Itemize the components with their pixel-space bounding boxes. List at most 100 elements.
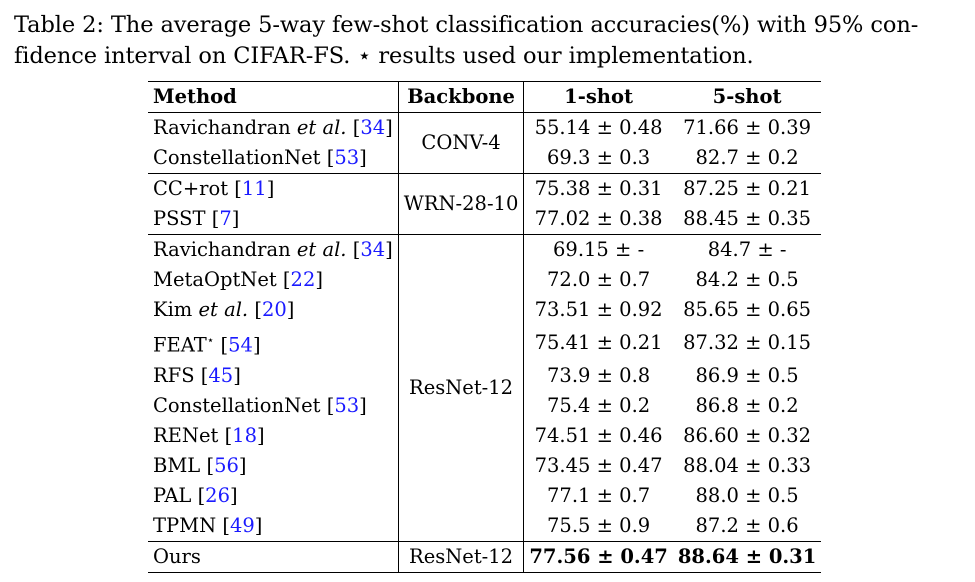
caption-line-2: fidence interval on CIFAR-FS. ⋆ results … <box>14 43 754 69</box>
table-row: Kim et al. [20] 73.51 ± 0.92 85.65 ± 0.65 <box>148 295 821 325</box>
backbone-cell: WRN-28-10 <box>398 173 525 235</box>
one-shot-value: 75.41 ± 0.21 <box>534 330 663 354</box>
citation-link[interactable]: 11 <box>241 177 267 200</box>
citation-link[interactable]: 20 <box>261 298 287 321</box>
one-shot-value: 75.4 ± 0.2 <box>547 393 651 417</box>
one-shot-value: 55.14 ± 0.48 <box>523 112 673 143</box>
one-shot-value: 74.51 ± 0.46 <box>534 423 663 447</box>
method-name: Ravichandran <box>153 238 297 261</box>
citation-link[interactable]: 56 <box>214 453 239 477</box>
table-row: Ravichandran et al. [34] CONV-4 55.14 ± 0.… <box>148 112 822 174</box>
table-row: BML [56] 73.45 ± 0.47 88.04 ± 0.33 <box>148 450 821 481</box>
citation-link[interactable]: 26 <box>205 483 230 507</box>
method-cell: RFS [45] <box>148 360 399 391</box>
header-method: Method <box>148 81 399 113</box>
one-shot-value: 75.5 ± 0.9 <box>547 513 651 537</box>
table-row: PSST [7] 77.02 ± 0.38 88.45 ± 0.35 <box>148 204 821 235</box>
table-row: FEAT⋆ [54] 75.41 ± 0.21 87.32 ± 0.15 <box>148 325 821 361</box>
method-name: FEAT <box>153 333 207 357</box>
table-row: TPMN [49] 75.5 ± 0.9 87.2 ± 0.6 <box>148 510 821 541</box>
method-cell: Ravichandran et al. [34] <box>148 234 399 265</box>
table-row: RFS [45] 73.9 ± 0.8 86.9 ± 0.5 <box>148 360 821 391</box>
table-caption: Table 2: The average 5-way few-shot clas… <box>14 10 964 72</box>
table-row: Ours ResNet-12 77.56 ± 0.47 88.64 ± 0.31 <box>148 540 822 573</box>
method-name: ConstellationNet <box>153 146 327 169</box>
five-shot-value: 88.64 ± 0.31 <box>672 540 822 573</box>
method-cell: ConstellationNet [53] <box>148 143 399 174</box>
method-cell: ConstellationNet [53] <box>148 390 399 421</box>
method-name: Ravichandran <box>153 116 297 139</box>
table-row: Ravichandran et al. [34] ResNet-12 69.15 ±… <box>148 234 822 541</box>
one-shot-value: 69.3 ± 0.3 <box>547 146 651 169</box>
table-row: ConstellationNet [53] 75.4 ± 0.2 86.8 ± 0.… <box>148 390 821 421</box>
method-cell: PSST [7] <box>148 204 399 235</box>
five-shot-value: 87.25 ± 0.21 <box>672 173 822 204</box>
method-name: RENet <box>153 423 225 447</box>
one-shot-value: 73.9 ± 0.8 <box>547 363 651 387</box>
five-shot-value: 86.8 ± 0.2 <box>695 393 799 417</box>
method-cell: CC+rot [11] <box>148 173 399 204</box>
table-row: ConstellationNet [53] 69.3 ± 0.3 82.7 ± 0.… <box>148 143 821 174</box>
method-cell: RENet [18] <box>148 420 399 451</box>
five-shot-value: 88.0 ± 0.5 <box>695 483 799 507</box>
backbone-cell: CONV-4 <box>398 112 525 174</box>
method-name-italic: et al. <box>198 298 249 321</box>
one-shot-value: 72.0 ± 0.7 <box>547 268 651 291</box>
five-shot-value: 88.04 ± 0.33 <box>683 453 812 477</box>
method-cell: TPMN [49] <box>148 510 399 541</box>
one-shot-value: 77.02 ± 0.38 <box>534 207 663 230</box>
method-cell: MetaOptNet [22] <box>148 265 399 295</box>
own-implementation-star: ⋆ <box>206 333 215 347</box>
method-name: BML <box>153 453 207 477</box>
one-shot-value: 75.38 ± 0.31 <box>523 173 673 204</box>
five-shot-value: 87.32 ± 0.15 <box>683 330 812 354</box>
method-cell: Ours <box>148 540 399 573</box>
method-name-italic: et al. <box>296 116 347 139</box>
five-shot-value: 87.2 ± 0.6 <box>695 513 799 537</box>
method-name: TPMN <box>153 513 223 537</box>
citation-link[interactable]: 34 <box>360 238 386 261</box>
citation-link[interactable]: 7 <box>219 207 232 230</box>
one-shot-value: 73.51 ± 0.92 <box>534 298 663 321</box>
method-name: ConstellationNet <box>153 393 327 417</box>
citation-link[interactable]: 49 <box>229 513 255 537</box>
five-shot-value: 82.7 ± 0.2 <box>695 146 799 169</box>
one-shot-value: 69.15 ± - <box>523 234 673 265</box>
table-row: MetaOptNet [22] 72.0 ± 0.7 84.2 ± 0.5 <box>148 265 821 295</box>
citation-link[interactable]: 53 <box>334 146 360 169</box>
method-name: PAL <box>153 483 198 507</box>
method-name: CC+rot <box>153 177 235 200</box>
table-row: CC+rot [11] WRN-28-10 75.38 ± 0.31 87.25 ± … <box>148 173 822 235</box>
one-shot-value: 73.45 ± 0.47 <box>534 453 663 477</box>
method-cell: BML [56] <box>148 450 399 481</box>
caption-line-1: Table 2: The average 5-way few-shot clas… <box>14 12 919 38</box>
one-shot-value: 77.56 ± 0.47 <box>523 540 673 573</box>
method-name: RFS <box>153 363 201 387</box>
five-shot-value: 84.7 ± - <box>672 234 822 265</box>
method-cell: Ravichandran et al. [34] <box>148 112 399 143</box>
method-cell: Kim et al. [20] <box>148 295 399 325</box>
citation-link[interactable]: 34 <box>360 116 386 139</box>
one-shot-value: 77.1 ± 0.7 <box>547 483 651 507</box>
table-row: PAL [26] 77.1 ± 0.7 88.0 ± 0.5 <box>148 480 821 511</box>
five-shot-value: 88.45 ± 0.35 <box>683 207 812 230</box>
citation-link[interactable]: 53 <box>334 393 360 417</box>
five-shot-value: 84.2 ± 0.5 <box>695 268 799 291</box>
method-name: MetaOptNet <box>153 268 283 291</box>
table-body: Ravichandran et al. [34] CONV-4 55.14 ± 0.… <box>148 112 822 573</box>
method-name: Kim <box>153 298 199 321</box>
citation-link[interactable]: 18 <box>232 423 257 447</box>
results-table: Method Backbone 1-shot 5-shot Ravichandr… <box>148 81 822 573</box>
citation-link[interactable]: 54 <box>228 333 253 357</box>
method-name-italic: et al. <box>296 238 347 261</box>
method-cell: FEAT⋆ [54] <box>148 325 399 361</box>
backbone-cell: ResNet-12 <box>398 540 525 573</box>
header-5-shot: 5-shot <box>672 81 822 113</box>
method-name: Ours <box>153 544 201 568</box>
citation-link[interactable]: 45 <box>208 363 234 387</box>
header-backbone: Backbone <box>398 81 525 113</box>
citation-link[interactable]: 22 <box>290 268 316 291</box>
five-shot-value: 71.66 ± 0.39 <box>672 112 822 143</box>
backbone-cell: ResNet-12 <box>398 234 525 541</box>
method-cell: PAL [26] <box>148 480 399 511</box>
